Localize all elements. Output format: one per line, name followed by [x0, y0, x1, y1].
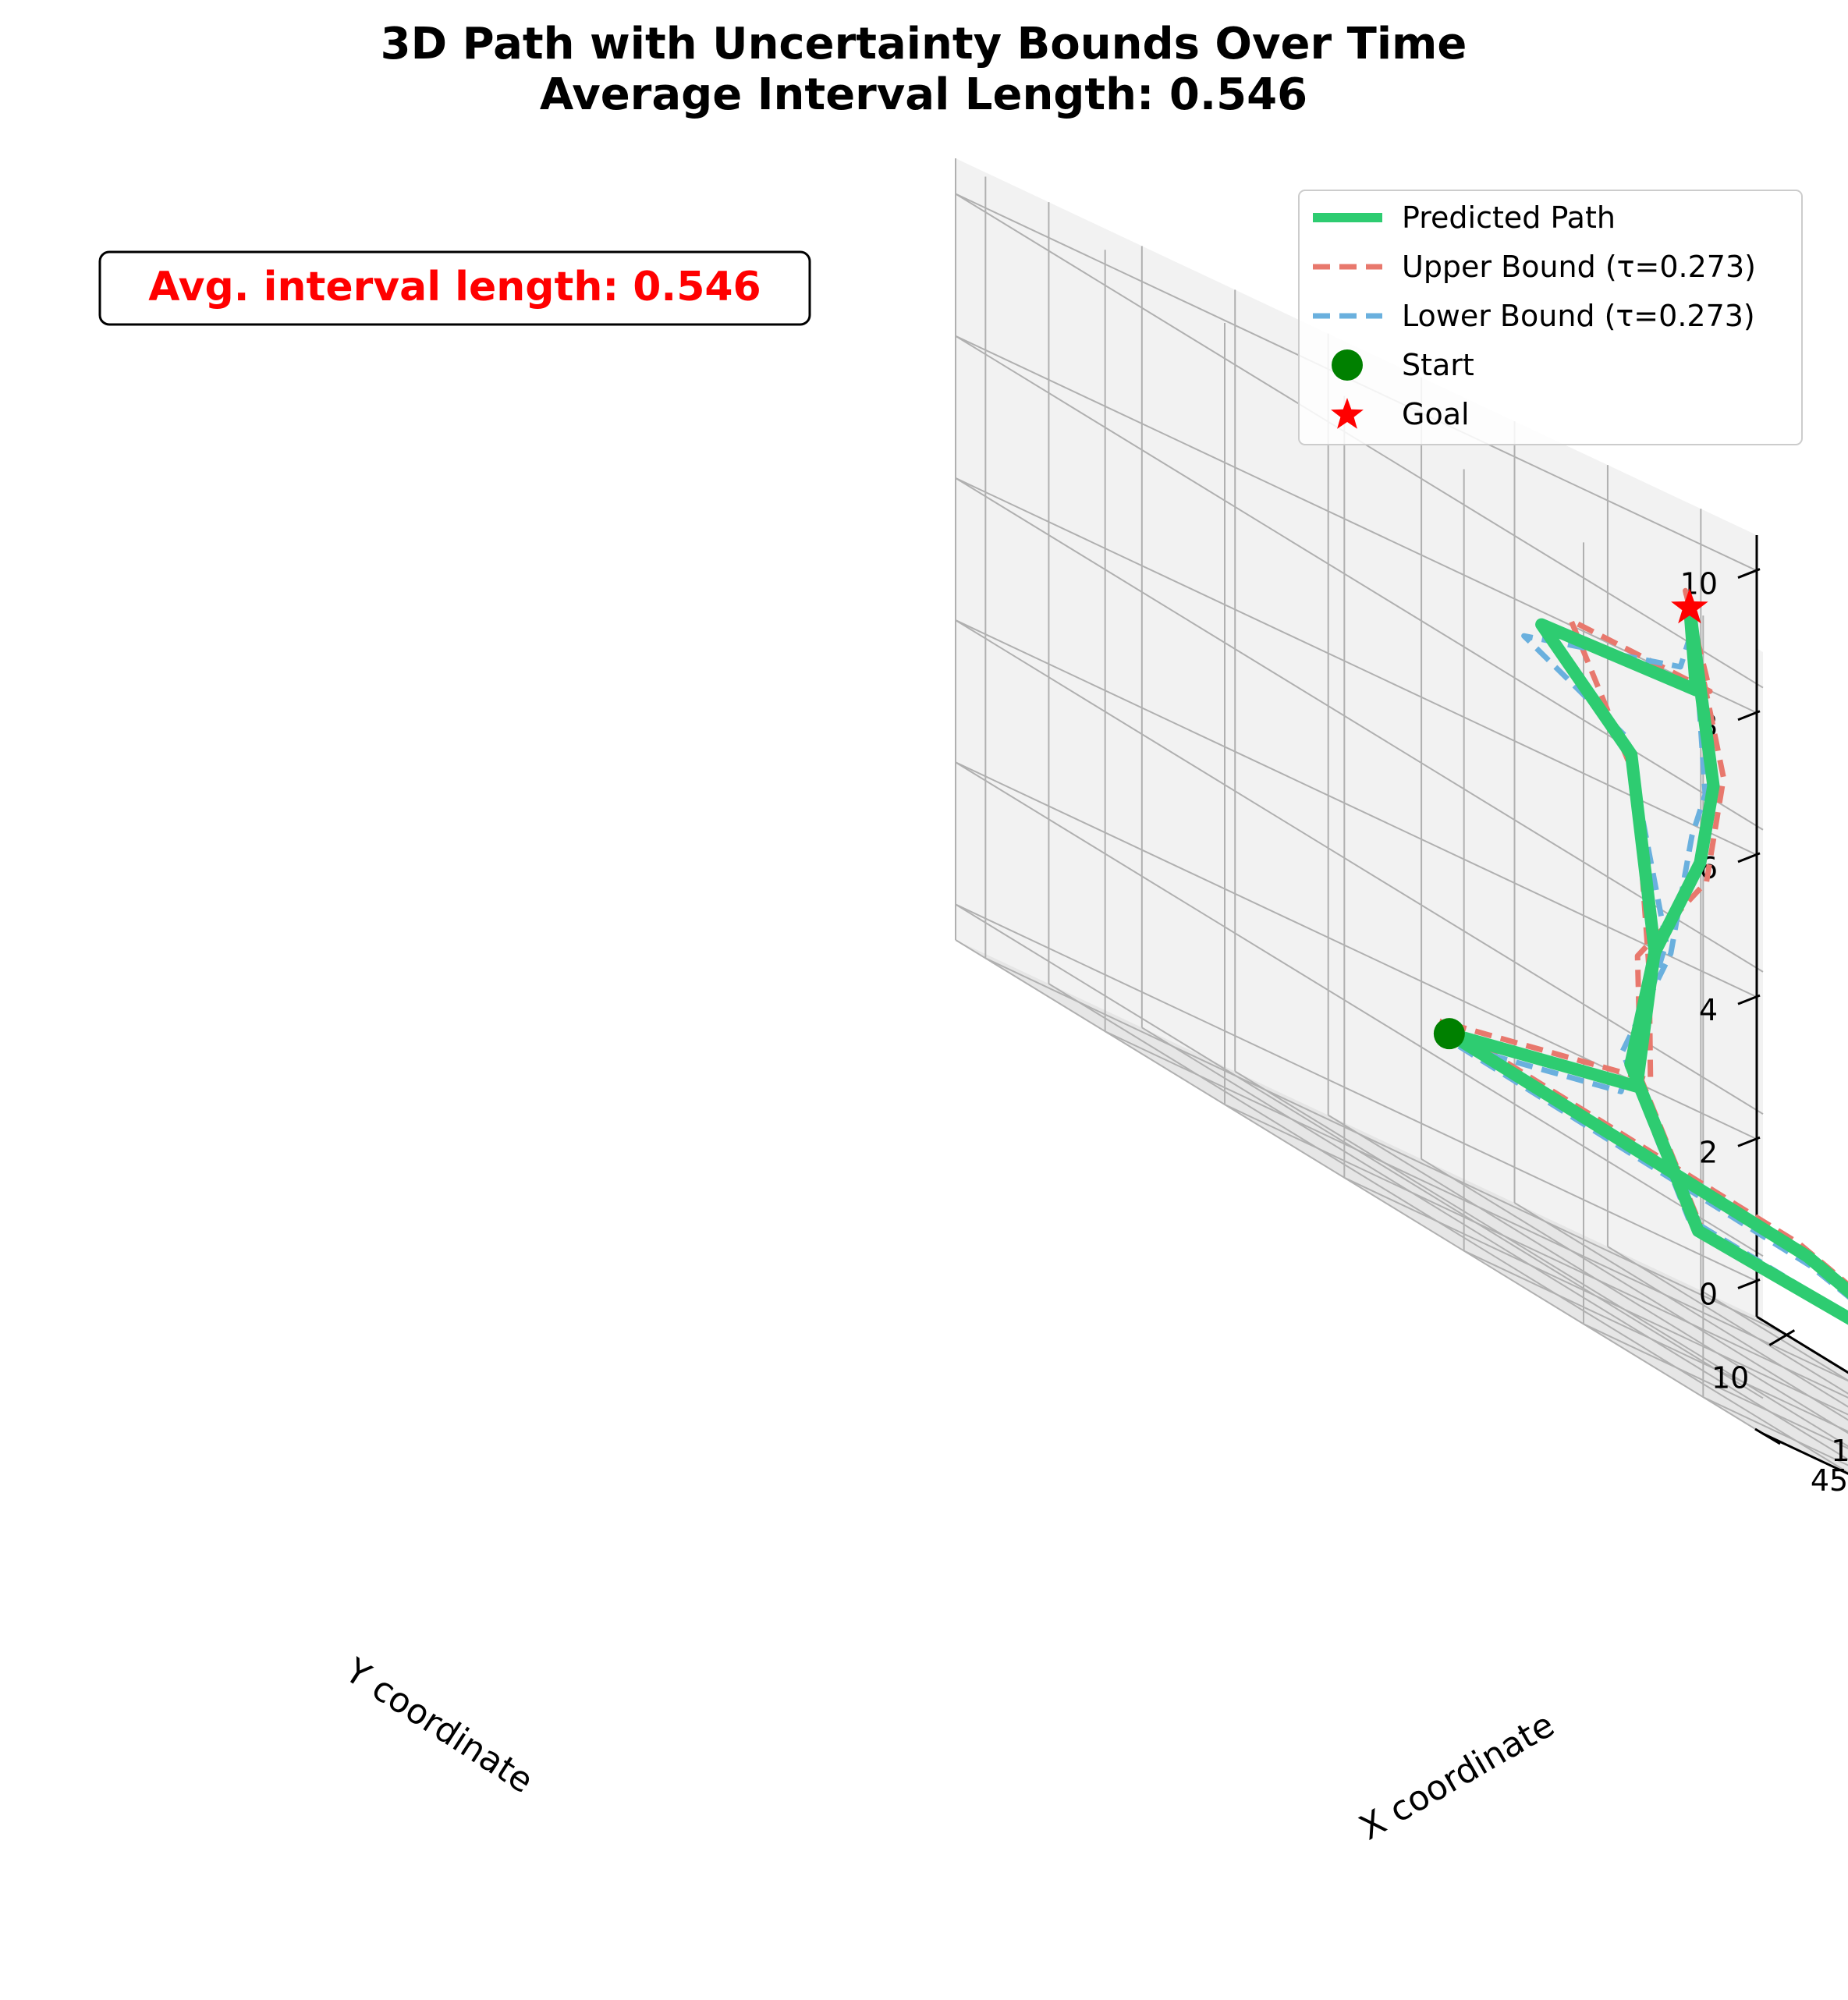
x-tick-mark: [1754, 1427, 1781, 1445]
grid-line-z-xwall: [955, 477, 1758, 856]
start-marker: [1433, 1018, 1465, 1050]
axis-lines: [1755, 535, 1848, 1475]
annotation-box: Avg. interval length: 0.546: [98, 250, 811, 326]
z-tick-label: 0: [1699, 1277, 1718, 1311]
legend: Predicted Path Upper Bound (τ=0.273) Low…: [1298, 190, 1803, 445]
legend-swatch-start: [1332, 349, 1363, 381]
grid-line-y-floor: [1583, 1323, 1848, 1449]
legend-label-start: Start: [1402, 348, 1474, 382]
chart-title: 3D Path with Uncertainty Bounds Over Tim…: [381, 19, 1467, 69]
annotation-text: Avg. interval length: 0.546: [148, 264, 761, 310]
y-axis-label: Y coordinate: [338, 1651, 541, 1801]
grid-line-z-ywall: [955, 903, 1764, 1399]
pane-y-wall: [956, 158, 1763, 1434]
series-predicted-path: [1442, 601, 1848, 1325]
grid-line-x-floor: [1234, 1070, 1848, 1448]
grid-line-z-ywall: [955, 619, 1764, 1115]
grid-line-x-floor: [1328, 1114, 1848, 1434]
data-series: [1438, 587, 1848, 1325]
grid-line-z-xwall: [955, 335, 1758, 714]
grid-line-x-floor: [955, 939, 1764, 1434]
grid-line-z-ywall: [955, 761, 1764, 1257]
grid-line-y-floor: [1105, 1030, 1848, 1382]
z-tick-label: 4: [1699, 993, 1718, 1027]
grid-line-y-floor: [1702, 1396, 1848, 1466]
grid-lines: [955, 158, 1848, 1473]
legend-label-goal: Goal: [1402, 397, 1470, 431]
grid-line-y-floor: [1463, 1250, 1848, 1433]
grid-line-x-floor: [1513, 1202, 1848, 1408]
y-tick-mark: [1768, 1329, 1796, 1346]
grid-line-z-ywall: [955, 477, 1764, 973]
grid-line-x-floor: [1141, 1027, 1848, 1461]
z-tick-mark: [1737, 852, 1761, 863]
legend-label-predicted: Predicted Path: [1402, 200, 1616, 235]
grid-line-y-floor: [1224, 1104, 1848, 1399]
z-tick-mark: [1737, 710, 1761, 722]
x-tick-label: 45: [1811, 1463, 1848, 1498]
y-tick-label: 12: [1831, 1434, 1848, 1468]
series-lower-bound: [1457, 622, 1848, 1319]
chart-subtitle: Average Interval Length: 0.546: [540, 69, 1307, 120]
pane-floor: [956, 940, 1848, 1474]
grid-line-z-xwall: [955, 903, 1758, 1282]
z-tick-mark: [1737, 568, 1761, 579]
grid-line-y-floor: [1343, 1176, 1848, 1416]
legend-swatch-goal: [1331, 398, 1364, 429]
grid-line-y-floor: [984, 957, 1787, 1336]
legend-label-lower: Lower Bound (τ=0.273): [1402, 299, 1755, 333]
z-tick-mark: [1737, 1278, 1761, 1289]
grid-line-z-xwall: [955, 619, 1758, 998]
y-tick-label: 10: [1711, 1360, 1749, 1395]
grid-line-x-floor: [1421, 1158, 1848, 1421]
legend-label-upper: Upper Bound (τ=0.273): [1402, 250, 1756, 284]
data-markers: [1433, 588, 1708, 1050]
goal-marker: [1671, 588, 1708, 624]
grid-line-x-floor: [1700, 1289, 1848, 1381]
z-tick-mark: [1737, 1136, 1761, 1147]
grid-line-x-floor: [1048, 983, 1848, 1473]
grid-line-x-floor: [1607, 1246, 1848, 1395]
z-tick-label: 2: [1699, 1135, 1718, 1169]
x-axis-label: X coordinate: [1353, 1705, 1561, 1849]
z-tick-mark: [1737, 994, 1761, 1005]
